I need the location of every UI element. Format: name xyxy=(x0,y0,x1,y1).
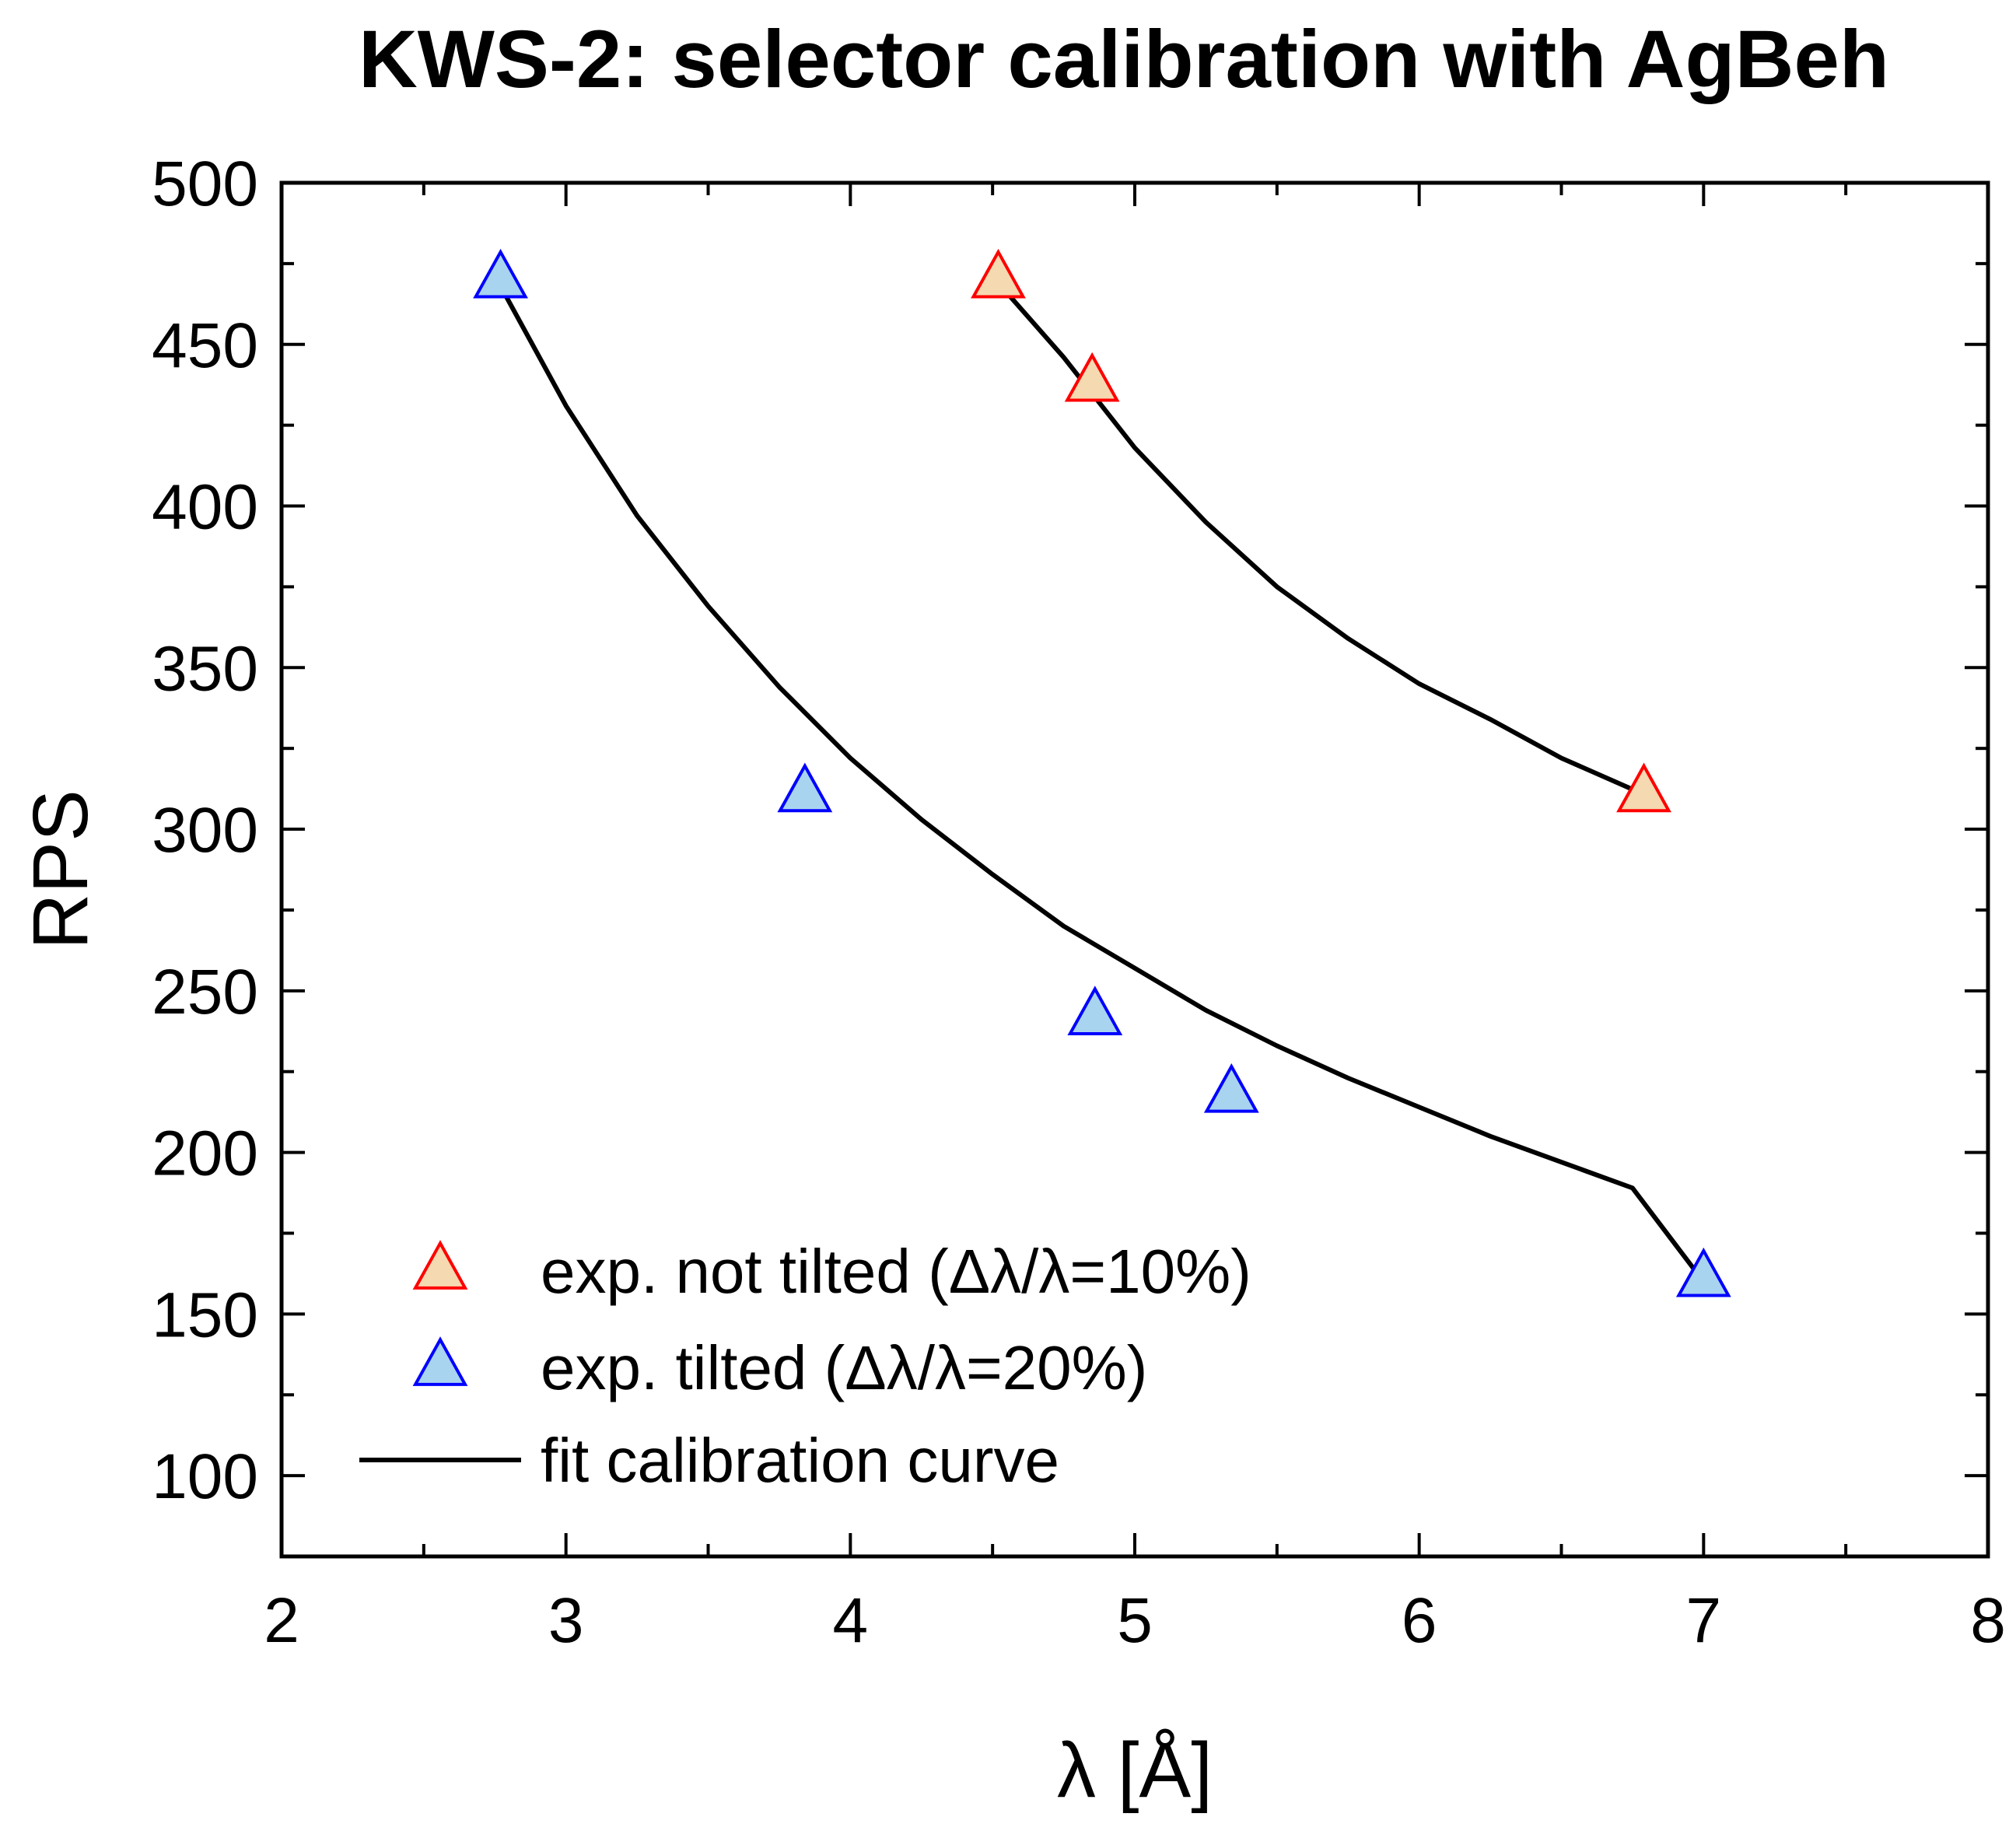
y-tick-label: 350 xyxy=(152,633,258,704)
fit-curve-segment-0 xyxy=(498,285,1706,1283)
y-tick-label: 300 xyxy=(152,795,258,866)
tilted-point xyxy=(1067,986,1123,1035)
x-tick-label: 7 xyxy=(1686,1585,1722,1656)
x-tick-label: 2 xyxy=(264,1585,299,1656)
y-tick-label: 250 xyxy=(152,957,258,1028)
not-tilted-point xyxy=(971,248,1026,299)
chart-title: KWS-2: selector calibration with AgBeh xyxy=(359,14,1889,105)
tilted-point xyxy=(777,762,833,813)
legend-marker-0 xyxy=(412,1240,468,1290)
y-axis-label: RPS xyxy=(17,789,104,950)
tilted-point xyxy=(1675,1247,1731,1297)
y-tick-label: 200 xyxy=(152,1119,258,1189)
y-tick-label: 450 xyxy=(152,310,258,381)
y-tick-label: 150 xyxy=(152,1280,258,1350)
y-tick-label: 500 xyxy=(152,149,258,219)
not-tilted-point xyxy=(1064,352,1120,402)
legend-label-0: exp. not tilted (Δλ/λ=10%) xyxy=(541,1237,1251,1306)
tilted-point xyxy=(1203,1063,1259,1113)
x-tick-label: 3 xyxy=(548,1585,584,1656)
not-tilted-point xyxy=(1616,762,1671,813)
legend: exp. not tilted (Δλ/λ=10%) exp. tilted (Δ… xyxy=(359,1237,1251,1495)
legend-label-2: fit calibration curve xyxy=(541,1426,1059,1495)
fit-curve-segment-1 xyxy=(996,281,1651,800)
legend-label-1: exp. tilted (Δλ/λ=20%) xyxy=(541,1333,1147,1402)
y-tick-label: 400 xyxy=(152,472,258,543)
legend-marker-1 xyxy=(412,1336,468,1386)
x-axis-label: λ [Å] xyxy=(1057,1727,1213,1814)
x-tick-label: 6 xyxy=(1402,1585,1437,1656)
x-tick-label: 4 xyxy=(833,1585,869,1656)
tilted-point xyxy=(473,248,528,299)
x-tick-label: 5 xyxy=(1117,1585,1153,1656)
x-tick-label: 8 xyxy=(1970,1585,2006,1656)
y-tick-label: 100 xyxy=(152,1441,258,1512)
